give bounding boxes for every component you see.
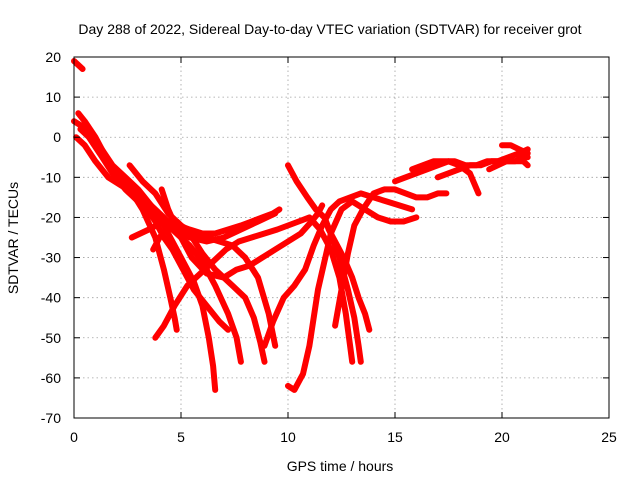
x-axis-label: GPS time / hours — [287, 458, 394, 474]
data-series-9 — [158, 186, 326, 281]
data-series-7 — [126, 162, 279, 349]
y-axis-label: SDTVAR / TECUs — [5, 182, 21, 294]
y-tick-label: -20 — [41, 209, 61, 225]
y-tick-label: -70 — [41, 410, 61, 426]
chart-title: Day 288 of 2022, Sidereal Day-to-day VTE… — [78, 21, 581, 37]
data-series-14 — [261, 190, 416, 349]
axis-ticks — [73, 56, 610, 419]
data-series-1 — [71, 58, 86, 72]
y-tick-label: -10 — [41, 169, 61, 185]
y-tick-label: 0 — [53, 129, 61, 145]
y-tick-label: -30 — [41, 250, 61, 266]
x-tick-label: 0 — [70, 429, 78, 445]
data-series-16 — [321, 214, 373, 333]
y-tick-label: 20 — [45, 49, 61, 65]
data-series-20 — [486, 154, 531, 173]
plot-frame — [73, 56, 610, 419]
data-series-group — [71, 58, 531, 393]
y-tick-label: 10 — [45, 89, 61, 105]
grid-lines — [74, 57, 609, 418]
y-tick-label: -50 — [41, 330, 61, 346]
data-series-10 — [150, 206, 283, 253]
y-tick-label: -60 — [41, 370, 61, 386]
data-series-21 — [499, 142, 531, 157]
data-series-17 — [392, 158, 482, 197]
tick-labels: 0 5 10 15 20 25 20 10 0 -10 -20 -30 -40 -50 -60 -70 — [41, 49, 617, 445]
x-tick-label: 15 — [387, 429, 403, 445]
data-series-11 — [152, 214, 356, 365]
data-series-6 — [79, 122, 219, 393]
x-tick-label: 10 — [280, 429, 296, 445]
x-tick-label: 25 — [601, 429, 617, 445]
y-tick-label: -40 — [41, 290, 61, 306]
x-tick-label: 20 — [494, 429, 510, 445]
x-tick-label: 5 — [177, 429, 185, 445]
data-series-15 — [332, 186, 450, 329]
